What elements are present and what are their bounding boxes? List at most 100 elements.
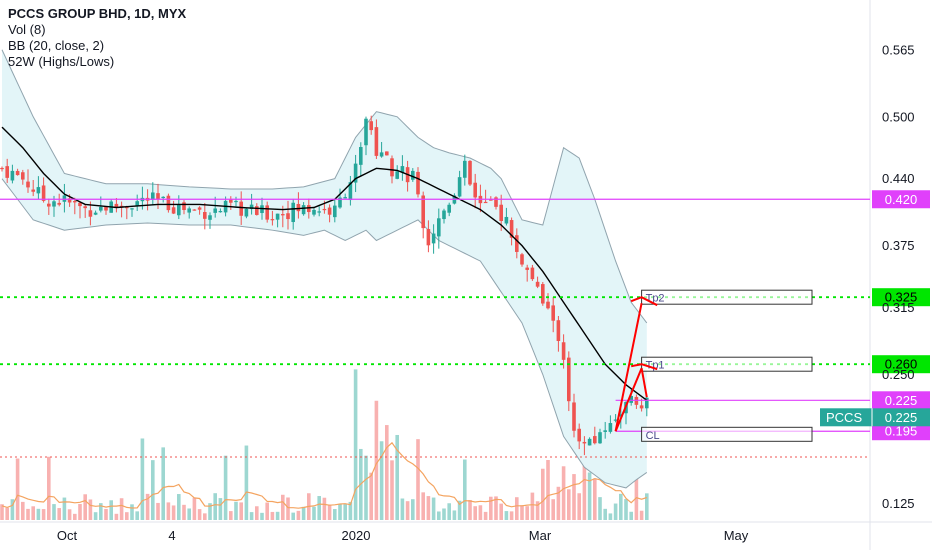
volume-ma-line <box>1 441 647 509</box>
volume-bar <box>619 493 623 520</box>
candle-body <box>135 201 139 206</box>
volume-bar <box>265 502 269 520</box>
volume-bar <box>161 447 165 520</box>
volume-bar <box>463 459 467 520</box>
volume-bar <box>192 497 197 520</box>
candle-body <box>130 208 134 210</box>
volume-bar <box>301 506 306 520</box>
candle-body <box>556 320 561 342</box>
candle-body <box>88 210 93 217</box>
volume-bar <box>551 499 555 520</box>
volume-bar <box>67 509 72 520</box>
volume-bar <box>452 510 457 520</box>
volume-bar <box>468 499 472 520</box>
volume-bar <box>525 506 529 520</box>
candle-body <box>577 428 581 442</box>
volume-bar <box>47 456 51 520</box>
candle-body <box>197 207 202 210</box>
y-tick-0.315: 0.315 <box>882 300 915 315</box>
candle-body <box>608 423 613 432</box>
candle-body <box>364 118 368 146</box>
volume-bar <box>88 499 93 520</box>
volume-bar <box>499 503 503 520</box>
candle-body <box>114 203 119 208</box>
candle-body <box>598 432 602 444</box>
candle-body <box>437 218 441 237</box>
candle-body <box>171 207 176 214</box>
current-price-tag-bg <box>820 408 930 427</box>
candle-body <box>613 419 618 421</box>
candle-body <box>411 170 415 180</box>
volume-bar <box>395 434 399 520</box>
volume-bar <box>260 512 264 520</box>
trade-annotations[interactable]: Tp2 Tp1 CL <box>614 289 813 442</box>
candle-body <box>572 402 576 431</box>
volume-bar <box>509 511 514 520</box>
candle-body <box>301 205 306 215</box>
volume-bar <box>405 501 410 520</box>
volume-bar <box>52 504 56 520</box>
volume-bar <box>182 504 186 520</box>
candle-body <box>182 202 186 211</box>
volume-bar <box>327 504 332 520</box>
volume-bar <box>390 460 394 520</box>
candle-body <box>499 204 503 221</box>
target-arrow-2 <box>640 368 648 398</box>
level-label-bg-0.195 <box>872 422 930 441</box>
volume-bar <box>364 455 368 520</box>
candle-body <box>400 166 405 173</box>
highs-lows-indicator-label[interactable]: 52W (Highs/Lows) <box>8 54 115 69</box>
candle-body <box>286 213 290 220</box>
volume-bar <box>385 425 389 520</box>
volume-bar <box>598 497 602 520</box>
x-tick-2020: 2020 <box>342 528 371 543</box>
volume-bar <box>5 507 9 520</box>
candle-body <box>353 163 358 183</box>
candle-body <box>218 211 223 213</box>
volume-bar <box>447 503 451 520</box>
candle-body <box>541 284 545 304</box>
bollinger-lower-line <box>1 178 648 489</box>
y-tick-0.250: 0.250 <box>882 367 915 382</box>
volume-bar <box>333 509 337 520</box>
volume-bar <box>41 509 46 520</box>
volume-indicator-label[interactable]: Vol (8) <box>8 22 46 37</box>
volume-bar <box>218 498 223 520</box>
volume-bar <box>587 472 592 520</box>
y-tick-0.565: 0.565 <box>882 42 915 57</box>
candle-body <box>67 198 72 203</box>
volume-bar <box>26 508 30 520</box>
target-arrow-0 <box>614 302 643 432</box>
candle-body <box>73 201 77 203</box>
candle-body <box>312 209 316 215</box>
candle-body <box>83 206 87 209</box>
volume-bar <box>130 504 134 520</box>
chart-legend: PCCS GROUP BHD, 1D, MYX Vol (8) BB (20, … <box>8 6 186 70</box>
volume-bar <box>229 511 233 520</box>
symbol-title[interactable]: PCCS GROUP BHD, 1D, MYX <box>8 6 187 21</box>
candle-body <box>5 166 9 178</box>
candle-body <box>234 200 238 203</box>
candle-body <box>187 208 191 213</box>
candle-body <box>26 181 30 188</box>
candle-body <box>119 205 124 207</box>
volume-bar <box>629 511 633 520</box>
volume-bar <box>151 460 155 520</box>
candle-body <box>317 211 321 213</box>
volume-bar <box>603 508 607 520</box>
candle-body <box>509 220 514 238</box>
candle-body <box>327 207 332 215</box>
bollinger-indicator-label[interactable]: BB (20, close, 2) <box>8 38 105 53</box>
volume-bar <box>62 497 67 520</box>
bollinger-basis-line <box>1 126 648 401</box>
volume-bar <box>530 492 535 520</box>
level-label-bg-0.260 <box>872 355 930 374</box>
candle-body <box>338 197 342 208</box>
volume-bar <box>374 400 379 520</box>
volume-bar <box>145 493 150 520</box>
candle-body <box>421 195 425 229</box>
level-label-0.195: 0.195 <box>885 424 918 439</box>
candle-body <box>395 171 399 179</box>
volume-bar <box>270 511 275 520</box>
